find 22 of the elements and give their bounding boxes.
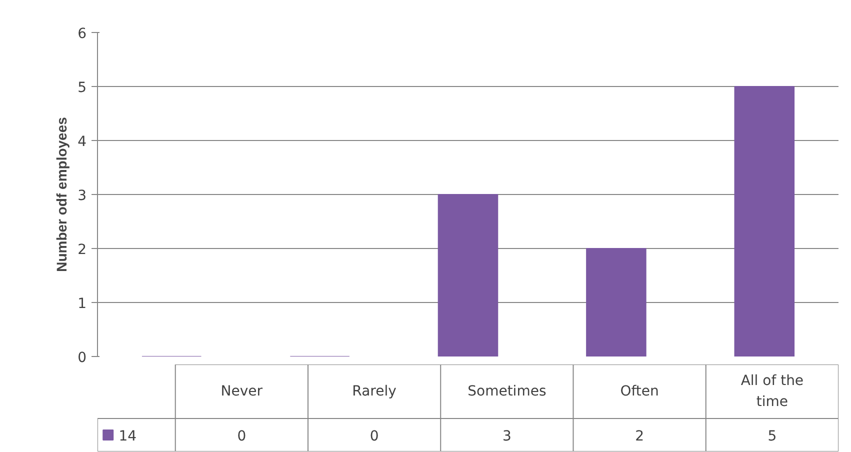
data-label: 0: [370, 428, 379, 444]
y-tick-label: 5: [78, 80, 87, 96]
y-tick-label: 2: [78, 242, 87, 258]
x-tick-label: Never: [220, 384, 263, 400]
legend-label: 14: [118, 428, 137, 444]
x-tick-label: Often: [620, 384, 659, 400]
data-label: 0: [237, 428, 246, 444]
y-axis-title: Number odf employees: [54, 116, 70, 272]
x-tick-label: Rarely: [352, 384, 396, 400]
data-label: 5: [768, 428, 777, 444]
data-label: 2: [635, 428, 644, 444]
y-tick-label: 1: [78, 296, 87, 312]
x-tick-label: Sometimes: [468, 384, 546, 400]
bar: [586, 248, 646, 356]
y-tick-label: 4: [78, 134, 87, 150]
x-tick-label: All of the time: [740, 373, 804, 410]
bar: [438, 194, 498, 356]
data-label: 3: [502, 428, 512, 444]
bar: [734, 86, 795, 356]
y-tick-label: 0: [78, 350, 87, 366]
y-tick-label: 6: [78, 26, 87, 42]
y-tick-label: 3: [78, 188, 87, 204]
